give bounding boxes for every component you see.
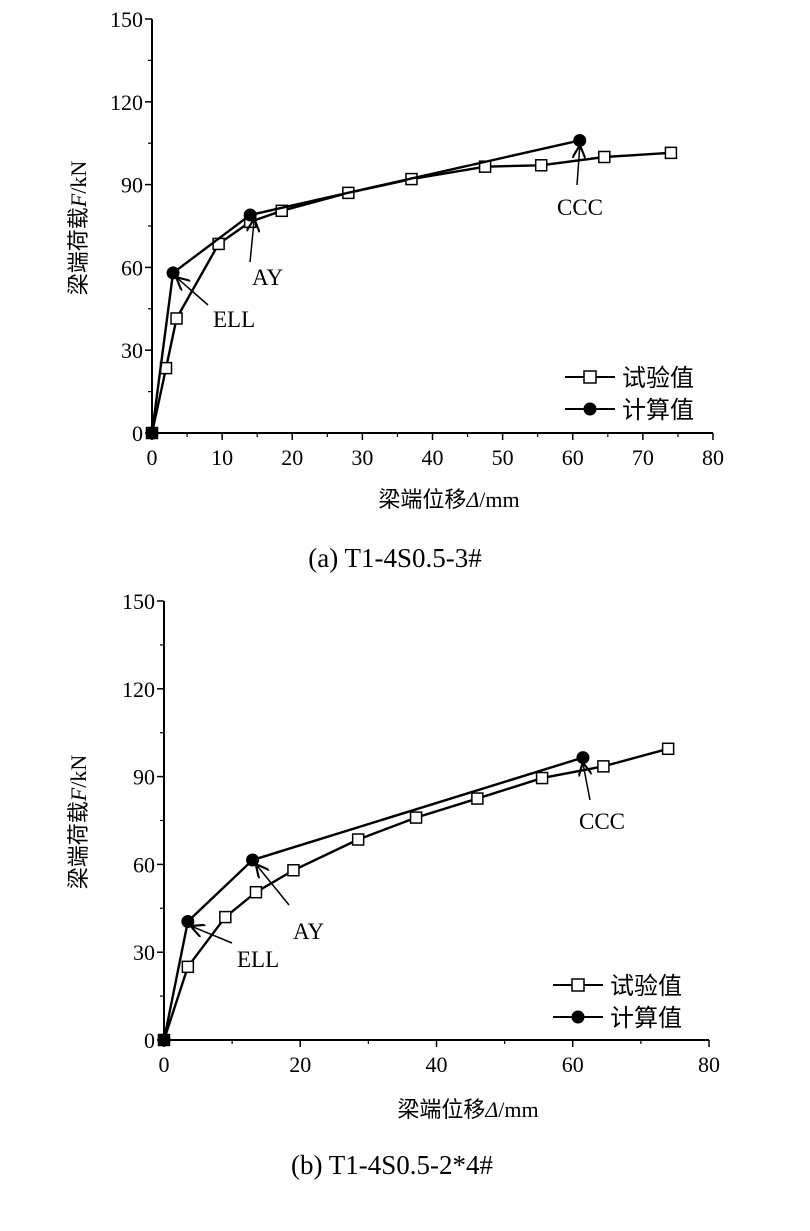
annotation-arrow bbox=[250, 220, 254, 263]
series-line-experimental bbox=[150, 151, 671, 434]
legend-marker-experimental bbox=[571, 978, 585, 992]
x-tick-label: 80 bbox=[702, 445, 724, 470]
annotation-arrow bbox=[583, 764, 590, 801]
data-point-calculated bbox=[181, 914, 195, 928]
data-point-experimental bbox=[409, 811, 423, 824]
x-tick-label: 20 bbox=[281, 445, 303, 470]
x-tick-label: 30 bbox=[351, 445, 373, 470]
chart-a: 0 10 20 30 40 50 60 70 80 0 30 60 90 120 150 梁端位移Δ/mm 梁端… bbox=[66, 7, 724, 573]
data-point-calculated bbox=[145, 426, 159, 440]
y-tick-label: 90 bbox=[133, 765, 155, 790]
y-tick-label: 90 bbox=[121, 173, 143, 198]
annotation-arrow bbox=[257, 865, 290, 906]
series-line-calculated bbox=[162, 756, 584, 1041]
annotation-ay: AY bbox=[293, 919, 324, 944]
data-point-experimental bbox=[598, 150, 611, 164]
legend-marker-calculated bbox=[583, 402, 597, 416]
x-tick-label: 20 bbox=[289, 1052, 311, 1077]
data-point-experimental bbox=[181, 960, 195, 974]
data-point-calculated bbox=[166, 266, 180, 280]
data-point-experimental bbox=[170, 312, 183, 325]
y-tick-label: 150 bbox=[122, 589, 155, 614]
data-point-experimental bbox=[471, 792, 484, 805]
data-point-calculated bbox=[157, 1033, 171, 1047]
legend-marker-experimental bbox=[583, 370, 597, 384]
y-tick-label: 150 bbox=[110, 7, 143, 32]
y-tick-label: 0 bbox=[144, 1028, 155, 1053]
chart-caption: (a) T1-4S0.5-3# bbox=[308, 543, 482, 573]
x-tick-label: 60 bbox=[562, 445, 584, 470]
data-point-calculated bbox=[573, 133, 587, 147]
data-point-experimental bbox=[535, 771, 549, 785]
annotation-ell: ELL bbox=[213, 307, 255, 332]
x-tick-label: 10 bbox=[211, 445, 233, 470]
y-axis-label: 梁端荷载F/kN bbox=[66, 161, 91, 296]
chart-b: 0 20 40 60 80 0 30 60 90 120 150 梁端位移Δ/mm 梁端荷载F/kN EL… bbox=[66, 589, 720, 1180]
data-point-experimental bbox=[287, 864, 300, 877]
y-tick-label: 60 bbox=[133, 852, 155, 877]
annotation-ay: AY bbox=[252, 265, 283, 290]
x-tick-label: 50 bbox=[492, 445, 514, 470]
y-tick-label: 30 bbox=[133, 940, 155, 965]
data-point-experimental bbox=[249, 885, 263, 899]
legend-label: 试验值 bbox=[622, 365, 694, 392]
x-tick-label: 40 bbox=[426, 1052, 448, 1077]
x-tick-label: 0 bbox=[159, 1052, 170, 1077]
annotation-arrow bbox=[577, 146, 580, 186]
y-tick-label: 0 bbox=[132, 421, 143, 446]
legend-label: 计算值 bbox=[622, 397, 694, 424]
y-tick-label: 30 bbox=[121, 338, 143, 363]
chart-caption: (b) T1-4S0.5-2*4# bbox=[291, 1150, 493, 1180]
data-point-calculated bbox=[576, 751, 590, 765]
legend-label: 试验值 bbox=[610, 973, 682, 1000]
x-axis-label: 梁端位移Δ/mm bbox=[378, 487, 519, 512]
annotation-ccc: CCC bbox=[557, 195, 603, 220]
x-tick-label: 60 bbox=[562, 1052, 584, 1077]
data-point-experimental bbox=[597, 760, 610, 773]
data-point-calculated bbox=[243, 208, 257, 222]
series-line-experimental bbox=[162, 747, 669, 1041]
y-tick-label: 60 bbox=[121, 255, 143, 280]
y-axis-label: 梁端荷载F/kN bbox=[66, 755, 91, 890]
data-point-experimental bbox=[275, 204, 288, 218]
x-tick-label: 70 bbox=[632, 445, 654, 470]
data-point-experimental bbox=[219, 910, 232, 924]
y-tick-label: 120 bbox=[110, 90, 143, 115]
series-line-calculated bbox=[150, 139, 581, 434]
annotation-arrow bbox=[177, 278, 209, 306]
data-point-experimental bbox=[351, 833, 365, 846]
legend-marker-calculated bbox=[571, 1010, 585, 1024]
annotation-ell: ELL bbox=[237, 947, 279, 972]
data-point-experimental bbox=[664, 146, 678, 160]
x-tick-label: 40 bbox=[422, 445, 444, 470]
data-point-experimental bbox=[534, 159, 548, 172]
annotation-arrow bbox=[192, 926, 233, 944]
annotation-ccc: CCC bbox=[579, 809, 625, 834]
y-tick-label: 120 bbox=[122, 677, 155, 702]
legend-label: 计算值 bbox=[610, 1005, 682, 1032]
x-tick-label: 80 bbox=[698, 1052, 720, 1077]
data-point-experimental bbox=[661, 742, 675, 756]
x-tick-label: 0 bbox=[147, 445, 158, 470]
x-axis-label: 梁端位移Δ/mm bbox=[397, 1097, 538, 1122]
data-point-calculated bbox=[246, 853, 260, 867]
